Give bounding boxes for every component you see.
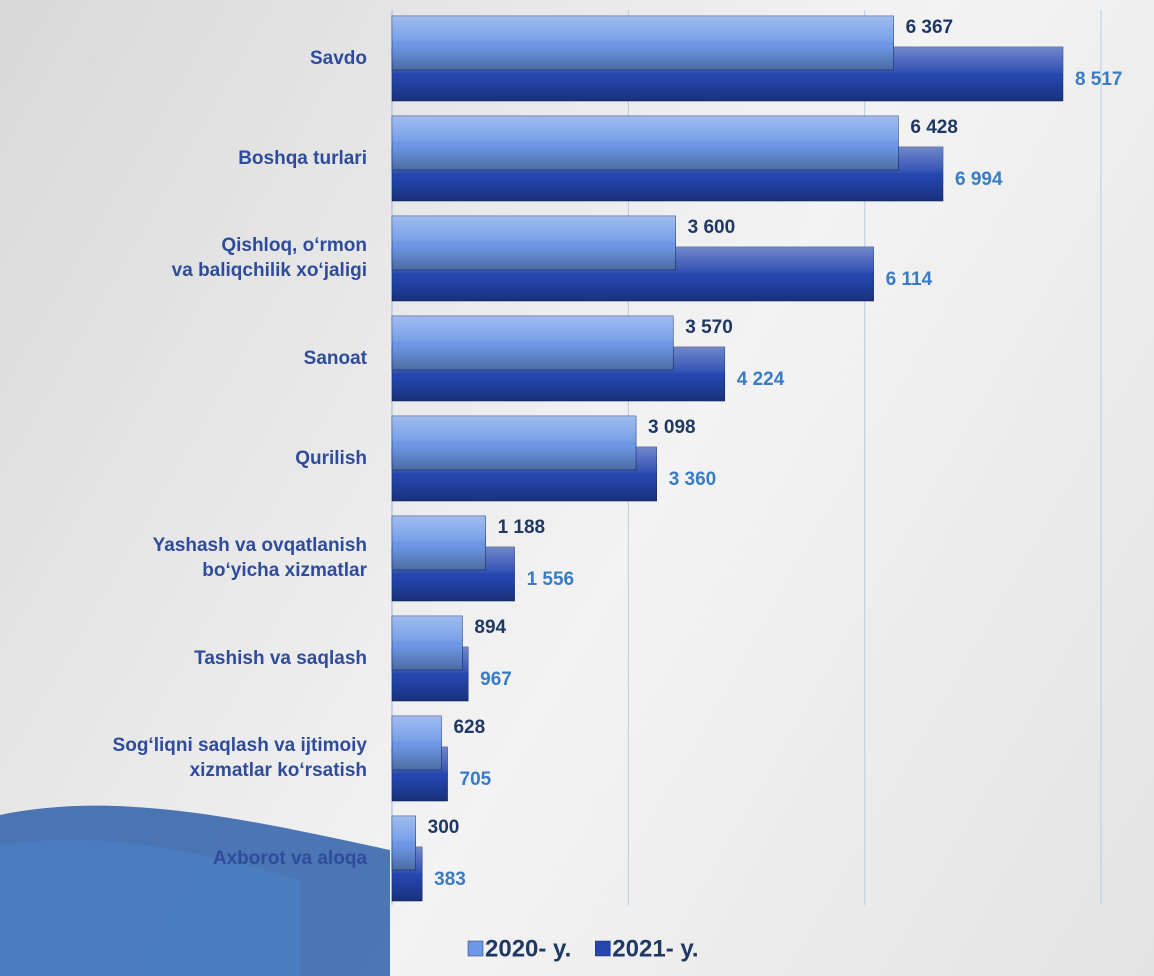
- value-label: 1 556: [527, 569, 575, 590]
- category-label: Savdo: [309, 47, 367, 69]
- value-label: 6 994: [955, 169, 1003, 190]
- bar: [391, 115, 899, 171]
- category-label: Sog‘liqni saqlash va ijtimoiy xizmatlar …: [112, 735, 367, 781]
- value-label: 4 224: [737, 369, 785, 390]
- value-label: 3 360: [669, 469, 717, 490]
- bar: [391, 215, 676, 271]
- legend-marker: [595, 940, 611, 957]
- category-label: Boshqa turlari: [238, 147, 367, 169]
- bar: [391, 15, 894, 71]
- category-label: Tashish va saqlash: [194, 647, 367, 669]
- value-label: 894: [474, 617, 506, 638]
- legend-label: 2020- y.: [485, 935, 571, 962]
- decoration: [0, 839, 300, 976]
- value-label: 1 188: [498, 517, 546, 538]
- bar: [391, 715, 442, 771]
- value-label: 383: [434, 869, 466, 890]
- value-label: 8 517: [1075, 69, 1123, 90]
- value-label: 967: [480, 669, 512, 690]
- category-label: Qishloq, o‘rmon va baliqchilik xo‘jaligi: [171, 235, 367, 281]
- value-label: 300: [428, 817, 460, 838]
- bar: [391, 815, 416, 871]
- category-label: Sanoat: [303, 347, 367, 369]
- category-label: Yashash va ovqatlanish bo‘yicha xizmatla…: [152, 535, 367, 581]
- value-label: 3 570: [685, 317, 733, 338]
- bar: [391, 615, 463, 671]
- value-label: 628: [453, 717, 485, 738]
- value-label: 6 367: [906, 17, 954, 38]
- bar: [391, 415, 637, 471]
- value-label: 3 600: [688, 217, 736, 238]
- legend-marker: [467, 940, 484, 957]
- value-label: 705: [460, 769, 492, 790]
- legend-label: 2021- y.: [612, 935, 698, 962]
- bar: [391, 515, 486, 571]
- value-label: 6 428: [910, 117, 958, 138]
- value-label: 6 114: [886, 269, 933, 290]
- category-label: Qurilish: [295, 447, 367, 469]
- category-label: Axborot va aloqa: [212, 847, 367, 869]
- bar: [391, 315, 674, 371]
- value-label: 3 098: [648, 417, 696, 438]
